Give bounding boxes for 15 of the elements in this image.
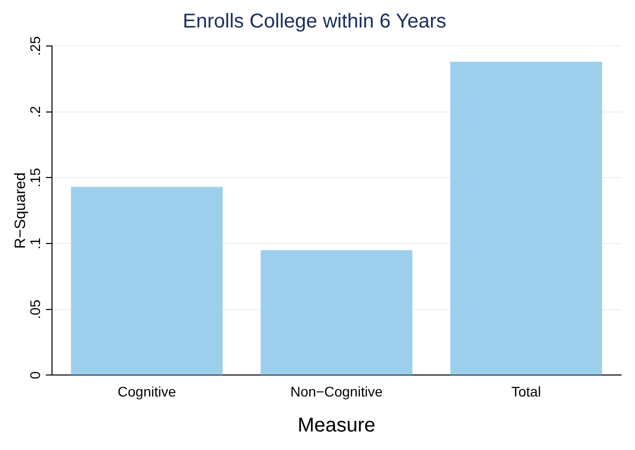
bar — [70, 186, 223, 375]
x-tick-label: Cognitive — [118, 383, 176, 400]
y-tick-label: .15 — [26, 168, 43, 188]
y-axis-title: R−Squared — [12, 172, 30, 249]
y-tick-label: .1 — [26, 237, 43, 250]
y-tick-label: .2 — [26, 106, 43, 118]
bar — [450, 62, 602, 375]
y-tick-label: .25 — [26, 36, 43, 56]
y-tick-label: .05 — [26, 299, 43, 320]
x-tick-label: Total — [511, 383, 541, 400]
y-tick-label: 0 — [26, 371, 43, 380]
bar — [260, 250, 412, 375]
x-axis-title: Measure — [298, 414, 376, 437]
x-tick-label: Non−Cognitive — [290, 383, 383, 400]
chart-title: Enrolls College within 6 Years — [182, 10, 446, 33]
